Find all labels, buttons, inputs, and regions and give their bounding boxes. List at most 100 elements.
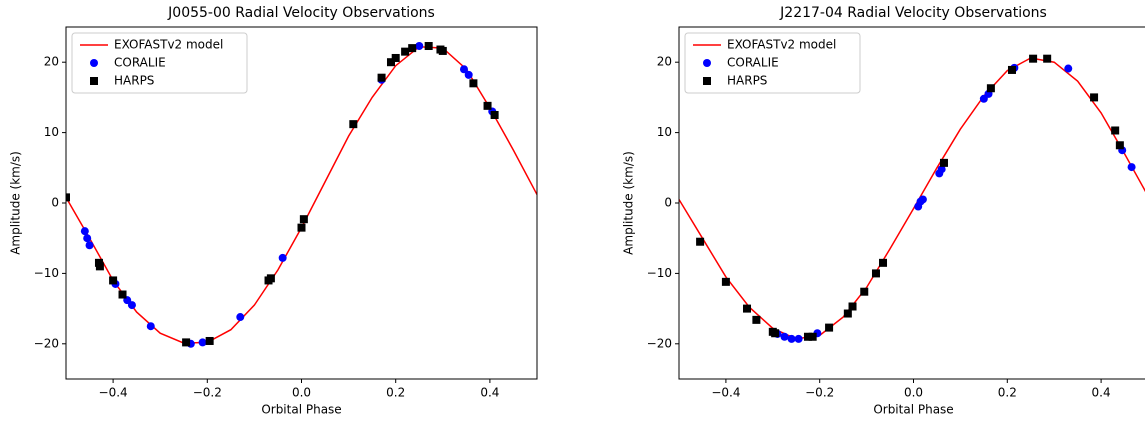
legend-box [684, 32, 861, 94]
data-point [469, 79, 478, 88]
legend-marker [703, 77, 711, 85]
y-tick-label: −20 [647, 336, 672, 350]
y-tick-label: 20 [657, 55, 672, 69]
data-point [825, 323, 834, 332]
y-tick-label: 0 [664, 196, 672, 210]
y-tick-label: 10 [44, 125, 59, 139]
data-point [871, 269, 880, 278]
data-point [696, 237, 705, 246]
data-point [1007, 65, 1016, 74]
data-point [377, 73, 386, 82]
data-point [66, 193, 70, 202]
data-point [459, 65, 468, 74]
data-point [438, 46, 447, 55]
model-line [679, 57, 1145, 340]
x-axis-label: Orbital Phase [261, 403, 341, 417]
data-point [205, 336, 214, 345]
data-point [408, 44, 417, 53]
data-point [415, 42, 424, 51]
axes-frame [65, 26, 538, 380]
data-point [109, 276, 118, 285]
data-point [1111, 126, 1120, 135]
data-point [424, 42, 433, 51]
data-point [848, 302, 857, 311]
x-axis-label: Orbital Phase [873, 403, 953, 417]
x-tick-label: 0.0 [292, 386, 311, 400]
data-point [118, 290, 127, 299]
axes-frame [678, 26, 1145, 380]
data-point [721, 277, 730, 286]
x-tick-label: 0.2 [386, 386, 405, 400]
x-tick-label: 0.2 [998, 386, 1017, 400]
plot-area [66, 42, 537, 348]
chart-title: J0055-00 Radial Velocity Observations [167, 5, 435, 21]
subplot: J0055-00 Radial Velocity Observations Orb… [9, 5, 538, 417]
x-tick-label: −0.4 [711, 386, 740, 400]
data-point [401, 47, 410, 56]
x-tick-label: −0.2 [193, 386, 222, 400]
data-point [843, 309, 852, 318]
legend-label: CORALIE [114, 56, 166, 70]
y-tick-label: −10 [34, 266, 59, 280]
x-tick-label: −0.4 [99, 386, 128, 400]
y-axis-label: Amplitude (km/s) [622, 151, 636, 255]
legend-label: CORALIE [727, 56, 779, 70]
data-point [860, 287, 869, 296]
legend-label: EXOFASTv2 model [727, 38, 836, 52]
data-point [80, 227, 89, 236]
legend-marker [703, 59, 711, 67]
data-point [771, 329, 780, 338]
x-tick-label: 0.0 [904, 386, 923, 400]
data-point [1029, 54, 1038, 63]
subplot: J2217-04 Radial Velocity Observations Orb… [622, 5, 1145, 417]
data-point [198, 338, 207, 347]
data-point [95, 262, 104, 271]
data-point [1127, 163, 1136, 172]
data-point [1090, 93, 1099, 102]
data-point [391, 53, 400, 62]
data-point [386, 58, 395, 67]
y-tick-label: 20 [44, 55, 59, 69]
data-point [787, 334, 796, 343]
data-point [483, 101, 492, 110]
x-tick-label: 0.4 [480, 386, 499, 400]
x-tick-label: 0.4 [1092, 386, 1111, 400]
legend-label: HARPS [114, 74, 154, 88]
data-point [879, 258, 888, 267]
plot-area [679, 54, 1145, 343]
data-point [780, 332, 789, 341]
legend-label: HARPS [727, 74, 767, 88]
data-point [752, 315, 761, 324]
data-point [794, 334, 803, 343]
data-point [182, 338, 191, 347]
legend-label: EXOFASTv2 model [114, 38, 223, 52]
chart-title: J2217-04 Radial Velocity Observations [779, 5, 1047, 21]
data-point [918, 195, 927, 204]
data-point [266, 274, 275, 283]
data-point [349, 120, 358, 129]
y-tick-label: 10 [657, 125, 672, 139]
data-point [236, 313, 245, 322]
data-point [1043, 54, 1052, 63]
data-point [490, 111, 499, 119]
data-point [83, 234, 92, 243]
y-axis-label: Amplitude (km/s) [9, 151, 23, 255]
data-point [743, 304, 752, 313]
data-point [278, 253, 287, 262]
legend-marker [90, 77, 98, 85]
data-point [986, 84, 995, 93]
data-point [1064, 64, 1073, 73]
y-tick-label: −20 [34, 336, 59, 350]
data-point [299, 215, 308, 224]
data-point [937, 165, 946, 174]
data-point [464, 70, 473, 79]
data-point [939, 158, 948, 167]
data-point [146, 322, 155, 331]
legend-box [71, 32, 248, 94]
data-point [803, 332, 812, 341]
y-tick-label: 0 [51, 196, 59, 210]
y-tick-label: −10 [647, 266, 672, 280]
data-point [85, 241, 94, 250]
data-point [1115, 141, 1124, 150]
